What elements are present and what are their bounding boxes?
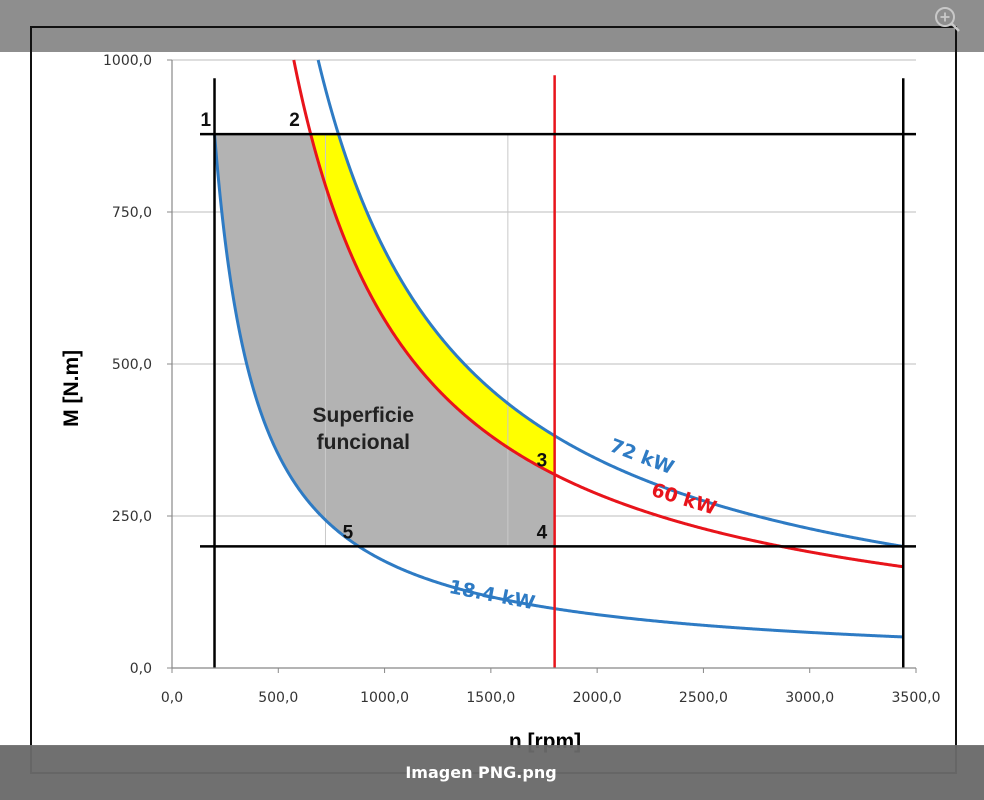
point-label-1: 1	[201, 110, 212, 131]
x-tick-label: 2500,0	[679, 690, 728, 706]
curve-18.4kw	[213, 133, 904, 639]
chart-curves	[213, 59, 904, 639]
reference-lines	[200, 75, 916, 668]
x-tick-label: 500,0	[258, 690, 298, 706]
chart-regions	[214, 133, 555, 547]
functional-area	[214, 133, 555, 547]
y-tick-label: 250,0	[112, 509, 152, 525]
x-tick-label: 0,0	[161, 690, 183, 706]
caption-bar	[0, 745, 984, 800]
point-label-2: 2	[289, 110, 300, 131]
chart-axes	[167, 59, 917, 673]
x-tick-label: 3000,0	[785, 690, 834, 706]
area-label-line1: Superficie	[313, 404, 415, 427]
file-caption: Imagen PNG.png	[405, 763, 557, 782]
curve-60kw	[292, 59, 904, 569]
y-tick-label: 1000,0	[103, 53, 152, 69]
y-axis-title: M [N.m]	[60, 350, 83, 427]
x-tick-label: 1500,0	[466, 690, 515, 706]
x-tick-label: 3500,0	[892, 690, 941, 706]
curve-label: 18.4 kW	[447, 576, 537, 614]
y-tick-label: 0,0	[130, 661, 152, 677]
curve-72kw	[316, 59, 904, 548]
x-tick-label: 2000,0	[573, 690, 622, 706]
point-label-4: 4	[537, 522, 548, 543]
power-band-area	[310, 134, 555, 475]
curve-label: 60 kW	[649, 479, 719, 520]
zoom-in-icon[interactable]	[932, 4, 962, 34]
point-label-5: 5	[343, 522, 354, 543]
y-tick-label: 750,0	[112, 205, 152, 221]
curve-label: 72 kW	[607, 435, 677, 479]
x-tick-label: 1000,0	[360, 690, 409, 706]
chart-labels: Superficie funcional n [rpm] M [N.m] 1 23…	[60, 110, 719, 753]
y-tick-label: 500,0	[112, 357, 152, 373]
point-label-3: 3	[537, 451, 548, 472]
area-label-line2: funcional	[317, 431, 410, 454]
